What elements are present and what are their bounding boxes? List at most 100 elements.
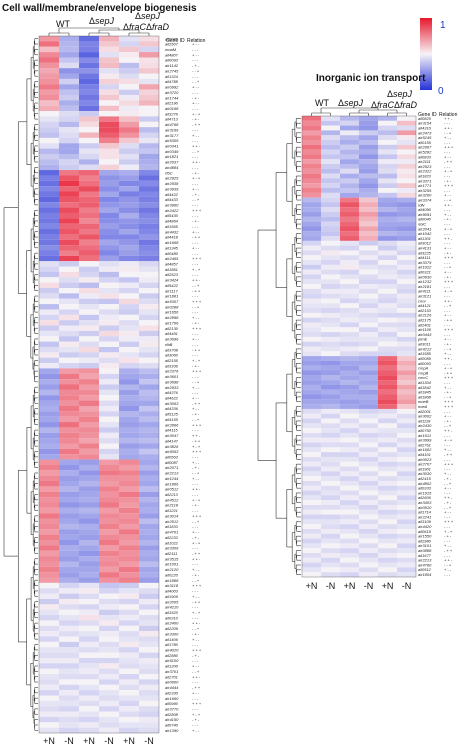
heatmap-cell	[139, 379, 159, 385]
heatmap-cell	[359, 528, 378, 534]
heatmap-cell	[321, 423, 340, 429]
heatmap-cell	[321, 178, 340, 184]
heatmap-cell	[397, 428, 416, 433]
heatmap-cell	[59, 132, 79, 138]
heatmap-cell	[397, 216, 416, 222]
gene-id-label: alr2967	[418, 145, 432, 150]
heatmap-cell	[302, 543, 321, 549]
gene-id-label: all0220	[165, 572, 179, 577]
heatmap-cell	[378, 452, 397, 457]
relation-label: - + -	[192, 572, 200, 577]
heatmap-cell	[59, 325, 79, 331]
heatmap-cell	[321, 413, 340, 419]
heatmap-cell	[340, 250, 359, 256]
heatmap-cell	[359, 533, 378, 539]
heatmap-cell	[302, 456, 321, 462]
gene-id-label: alr1706	[165, 320, 179, 325]
heatmap-cell	[99, 261, 119, 267]
heatmap-cell	[302, 322, 321, 328]
heatmap-cell	[79, 346, 99, 353]
heatmap-cell	[321, 188, 340, 193]
heatmap-cell	[302, 173, 321, 179]
heatmap-cell	[321, 389, 340, 395]
heatmap-cell	[79, 577, 99, 583]
relation-label: + + -	[192, 621, 201, 626]
relation-label: - - -	[444, 260, 451, 265]
heatmap-cell	[39, 486, 59, 492]
heatmap-cell	[99, 207, 119, 213]
heatmap-cell	[39, 57, 59, 63]
heatmap-cell	[139, 523, 159, 530]
relation-label: - - -	[192, 261, 199, 266]
heatmap-cell	[139, 229, 159, 235]
heatmap-cell	[397, 336, 416, 342]
heatmap-cell	[397, 351, 416, 357]
heatmap-cell	[302, 245, 321, 251]
relation-label: + - -	[192, 245, 200, 250]
gene-id-label: all2001	[418, 409, 431, 414]
heatmap-cell	[397, 394, 416, 400]
heatmap-cell	[139, 497, 159, 503]
heatmap-cell	[59, 121, 79, 128]
heatmap-cell	[79, 84, 99, 90]
heatmap-cell	[302, 509, 321, 515]
heatmap-border	[38, 35, 160, 734]
heatmap-cell	[359, 120, 378, 126]
relation-label: - + +	[192, 122, 201, 127]
heatmap-cell	[59, 277, 79, 283]
heatmap-cell	[139, 534, 159, 541]
heatmap-cell	[99, 679, 119, 685]
heatmap-cell	[39, 497, 59, 503]
relation-label: - + +	[444, 548, 453, 553]
heatmap-cell	[139, 287, 159, 294]
heatmap-cell	[359, 485, 378, 491]
heatmap-cell	[139, 518, 159, 524]
gene-id-label: alr3374	[418, 197, 432, 202]
heatmap-cell	[378, 116, 397, 121]
gene-id-label: all2130	[165, 326, 179, 331]
gene-id-label: alr4760	[418, 562, 432, 567]
gene-id-label: alr1550	[418, 534, 432, 539]
relation-label: - - -	[444, 553, 451, 558]
heatmap-cell	[378, 404, 397, 409]
heatmap-cell	[99, 320, 119, 326]
relation-label: - + +	[444, 159, 453, 164]
heatmap-cell	[39, 550, 59, 557]
heatmap-cell	[359, 543, 378, 549]
relation-label: - + -	[444, 342, 452, 347]
heatmap-cell	[79, 647, 99, 653]
heatmap-cell	[139, 57, 159, 63]
heatmap-cell	[99, 325, 119, 331]
relation-label: - + -	[192, 412, 200, 417]
heatmap-cell	[359, 327, 378, 333]
heatmap-cell	[99, 620, 119, 626]
relation-label: - + +	[192, 438, 201, 443]
gene-id-label: alr2925	[165, 176, 179, 181]
heatmap-cell	[99, 52, 119, 58]
relation-label: + + +	[192, 299, 202, 304]
relation-label: + - -	[192, 42, 200, 47]
heatmap-cell	[340, 149, 359, 155]
heatmap-cell	[359, 504, 378, 510]
heatmap-cell	[321, 442, 340, 448]
heatmap-cell	[59, 314, 79, 321]
heatmap-cell	[99, 727, 119, 734]
heatmap-cell	[79, 127, 99, 133]
heatmap-cell	[302, 120, 321, 126]
relation-label: - - +	[192, 519, 200, 524]
heatmap-cell	[139, 175, 159, 181]
heatmap-cell	[340, 255, 359, 261]
heatmap-cell	[119, 212, 139, 219]
gene-id-label: alr3371	[418, 178, 431, 183]
heatmap-cell	[340, 293, 359, 299]
heatmap-cell	[302, 351, 321, 357]
heatmap-cell	[59, 588, 79, 594]
heatmap-cell	[340, 432, 359, 438]
heatmap-cell	[139, 711, 159, 717]
heatmap-cell	[359, 471, 378, 477]
heatmap-cell	[119, 229, 139, 235]
gene-id-label: alr1771	[418, 183, 431, 188]
heatmap-cell	[397, 548, 416, 554]
gene-id-label: all4121	[418, 303, 431, 308]
heatmap-cell	[359, 183, 378, 189]
